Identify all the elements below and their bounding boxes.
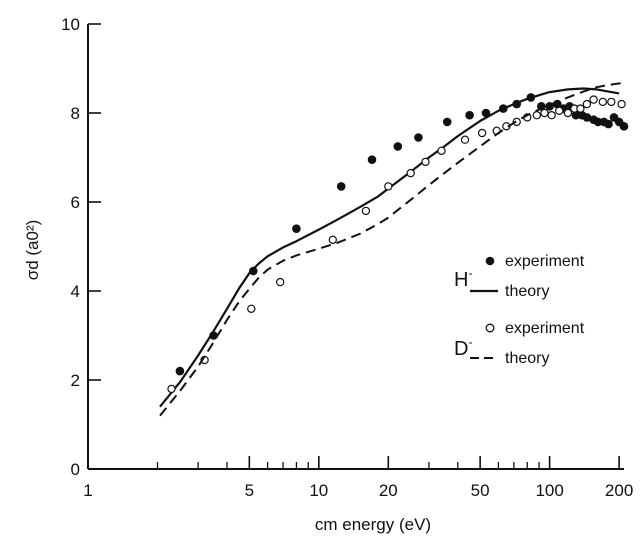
x-tick-label: 200 (605, 481, 633, 500)
data-point-h-experiment (604, 119, 613, 129)
legend-label-d-experiment: experiment (505, 320, 585, 337)
data-point-h-experiment (249, 266, 258, 276)
series-line-h-theory (159, 87, 620, 408)
series-layer (159, 81, 629, 417)
data-point-h-experiment (442, 117, 452, 127)
data-point-d-experiment (532, 110, 542, 120)
legend-ion-h-charge: - (468, 266, 472, 280)
data-point-d-experiment (328, 235, 337, 244)
legend-ion-d-charge: - (468, 335, 472, 349)
x-tick-label: 100 (535, 481, 563, 500)
data-point-d-experiment (617, 99, 626, 109)
data-point-d-experiment (582, 99, 592, 109)
series-points-d-experiment (167, 95, 626, 394)
legend-ion-d: D- (454, 335, 472, 360)
x-tick-label: 1 (83, 481, 92, 500)
y-tick-label: 2 (71, 371, 80, 390)
data-point-d-experiment (247, 304, 256, 313)
x-tick-label: 20 (379, 481, 398, 500)
legend-ion-h: H- (454, 266, 472, 291)
data-point-d-experiment (563, 108, 573, 118)
data-point-d-experiment (576, 104, 585, 113)
data-point-h-experiment (582, 113, 592, 122)
legend-marker-d-experiment (485, 323, 495, 333)
data-point-d-experiment (361, 206, 371, 216)
tick-marks: 0 2 4 6 8 10 1 5 10 20 50 100 200 (61, 15, 633, 500)
data-point-h-experiment (175, 366, 185, 376)
x-tick-label: 10 (309, 481, 328, 500)
legend: H- experiment theory D- experiment theor… (454, 253, 585, 367)
legend-group-h: H- experiment theory (454, 253, 585, 300)
y-tick-label: 4 (71, 282, 80, 301)
y-tick-label: 0 (71, 460, 80, 479)
data-point-d-experiment (276, 277, 285, 287)
data-point-d-experiment (406, 168, 415, 178)
data-point-d-experiment (477, 128, 487, 138)
legend-marker-h-experiment (485, 256, 495, 266)
y-axis-label: σd (a0²) (23, 220, 42, 281)
data-point-h-experiment (619, 122, 629, 131)
data-point-h-experiment (292, 224, 301, 233)
data-point-d-experiment (437, 146, 446, 155)
data-point-d-experiment (607, 97, 616, 107)
data-point-h-experiment (414, 133, 423, 142)
data-point-h-experiment (336, 182, 346, 191)
data-point-d-experiment (167, 384, 176, 394)
data-point-h-experiment (393, 142, 403, 151)
legend-label-d-theory: theory (505, 350, 549, 367)
data-point-d-experiment (598, 97, 608, 107)
data-point-h-experiment (593, 117, 603, 127)
data-point-h-experiment (465, 110, 474, 120)
legend-label-h-experiment: experiment (505, 253, 585, 270)
legend-group-d: D- experiment theory (454, 320, 585, 367)
x-tick-label: 5 (245, 481, 254, 500)
data-point-h-experiment (571, 110, 581, 120)
data-point-d-experiment (540, 108, 549, 118)
data-point-h-experiment (367, 155, 377, 164)
y-tick-label: 10 (61, 15, 80, 34)
axes (87, 24, 624, 470)
data-point-h-experiment (481, 108, 491, 118)
data-point-d-experiment (547, 110, 556, 120)
data-point-d-experiment (512, 117, 521, 127)
series-line-d-theory (159, 81, 625, 417)
x-tick-label: 50 (471, 481, 490, 500)
legend-ion-d-symbol: D (454, 338, 468, 360)
data-point-d-experiment (555, 106, 564, 116)
x-axis-label: cm energy (eV) (315, 515, 431, 534)
y-tick-label: 8 (71, 104, 80, 123)
data-point-d-experiment (384, 182, 393, 191)
data-point-d-experiment (421, 157, 430, 167)
legend-ion-h-symbol: H (454, 269, 468, 291)
data-point-d-experiment (460, 135, 470, 144)
y-tick-label: 6 (71, 193, 80, 212)
data-point-d-experiment (589, 95, 598, 104)
legend-label-h-theory: theory (505, 283, 549, 300)
